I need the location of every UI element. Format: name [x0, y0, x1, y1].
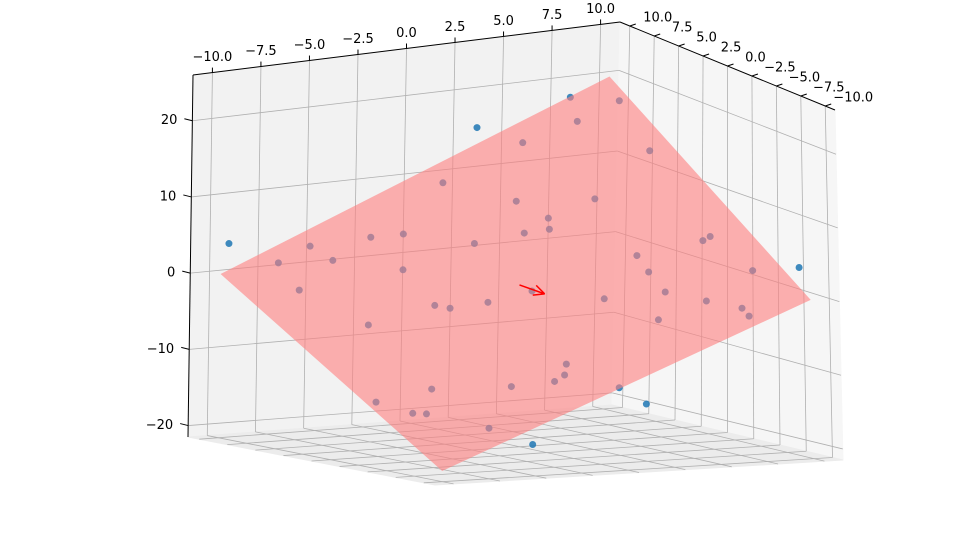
tick-mark [181, 346, 190, 350]
tick-mark [702, 53, 710, 57]
tick-mark [800, 93, 807, 97]
y-tick-label: 5.0 [696, 31, 717, 46]
x-tick-label: −2.5 [342, 32, 374, 47]
z-tick-label: −20 [146, 418, 173, 433]
x-tick-label: −10.0 [192, 50, 232, 65]
grid-line [395, 450, 807, 478]
tick-mark [678, 43, 685, 47]
tick-mark [654, 33, 661, 37]
plane [220, 76, 811, 472]
grid-line [800, 95, 807, 452]
tick-mark [825, 103, 832, 107]
y-tick-label: 0.0 [745, 51, 766, 66]
x-tick-label: −5.0 [294, 38, 326, 53]
point [795, 264, 803, 272]
grid-line [192, 69, 620, 122]
point [529, 440, 537, 448]
grid-line [423, 457, 833, 484]
y-tick-label: 7.5 [672, 21, 693, 36]
grid-line [255, 66, 262, 432]
tick-mark [182, 270, 191, 274]
tick-mark [776, 83, 783, 87]
arrow-head [532, 293, 545, 296]
y-tick-label: −7.5 [813, 81, 845, 96]
grid-line [367, 444, 781, 473]
grid-line [824, 105, 833, 458]
point [642, 400, 650, 408]
y-tick-label: −2.5 [764, 61, 796, 76]
grid-line [311, 432, 728, 462]
z-tick-label: 20 [161, 113, 178, 128]
tick-mark [184, 118, 193, 122]
x-tick-label: −7.5 [245, 44, 277, 59]
grid-line [339, 438, 754, 467]
tick-mark [629, 23, 636, 27]
y-tick-label: −5.0 [789, 71, 821, 86]
axis-line [187, 74, 194, 438]
normal-arrow [519, 284, 545, 295]
tick-mark [751, 73, 759, 77]
z-tick-label: 10 [160, 189, 177, 204]
x-tick-label: 7.5 [542, 8, 563, 23]
arrow-head [535, 284, 546, 295]
x-tick-label: 2.5 [445, 20, 466, 35]
tick-mark [180, 423, 189, 427]
y-tick-label: 10.0 [643, 11, 672, 26]
x-tick-label: 10.0 [586, 2, 615, 17]
grid-line [618, 70, 837, 155]
point [225, 240, 233, 248]
tick-mark [183, 194, 192, 198]
x-tick-label: 0.0 [396, 26, 417, 41]
grid-line [612, 392, 843, 450]
z-tick-label: 0 [167, 266, 175, 281]
point [473, 124, 481, 132]
z-tick-label: −10 [147, 342, 174, 357]
grid-line [206, 72, 213, 436]
y-tick-label: −10.0 [833, 91, 873, 106]
axis-line [192, 21, 621, 76]
x-tick-label: 5.0 [493, 14, 514, 29]
y-tick-label: 2.5 [721, 41, 742, 56]
axis-line [619, 21, 836, 111]
tick-mark [727, 63, 734, 67]
